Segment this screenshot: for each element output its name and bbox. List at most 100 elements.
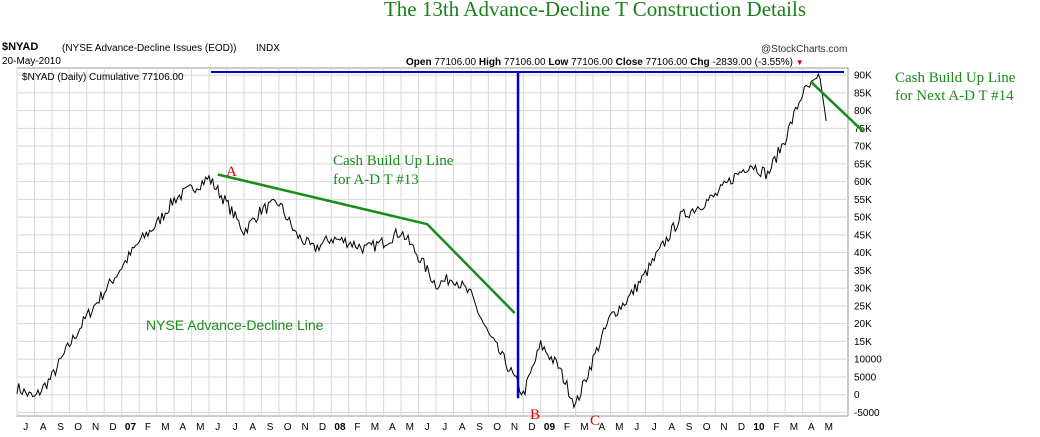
x-tick-label: D bbox=[528, 422, 535, 433]
open-label: Open bbox=[406, 57, 432, 68]
y-tick-label: 85K bbox=[854, 88, 872, 99]
cash-line-13-label-2: for A-D T #13 bbox=[333, 172, 419, 188]
y-tick-label: 35K bbox=[854, 266, 872, 277]
cash-buildup-trendline bbox=[217, 173, 516, 314]
chg-value: -2839.00 (-3.55%) bbox=[712, 57, 793, 68]
x-tick-label: M bbox=[790, 422, 798, 433]
x-tick-label: A bbox=[180, 422, 187, 433]
x-tick-label: N bbox=[92, 422, 99, 433]
credit: @StockCharts.com bbox=[761, 44, 848, 55]
x-tick-label: 10 bbox=[753, 422, 765, 433]
x-tick-label: M bbox=[196, 422, 204, 433]
x-tick-label: J bbox=[425, 422, 430, 433]
point-a-label: A bbox=[226, 164, 237, 180]
x-tick-label: 08 bbox=[334, 422, 346, 433]
x-tick-label: A bbox=[389, 422, 396, 433]
x-tick-label: S bbox=[57, 422, 64, 433]
x-tick-label: J bbox=[215, 422, 220, 433]
point-c-label: C bbox=[590, 413, 600, 429]
x-tick-label: A bbox=[40, 422, 47, 433]
y-tick-label: 90K bbox=[854, 71, 872, 82]
x-tick-label: J bbox=[23, 422, 28, 433]
x-tick-label: F bbox=[564, 422, 570, 433]
page-title: The 13th Advance-Decline T Construction … bbox=[383, 0, 807, 21]
x-tick-label: M bbox=[161, 422, 169, 433]
cash-buildup-trendline bbox=[810, 81, 865, 133]
x-tick-label: D bbox=[738, 422, 745, 433]
close-value: 77106.00 bbox=[645, 57, 688, 68]
x-tick-label: J bbox=[634, 422, 639, 433]
exchange: INDX bbox=[256, 43, 280, 54]
y-tick-label: 5000 bbox=[854, 372, 877, 383]
x-tick-label: M bbox=[615, 422, 623, 433]
nyad-line bbox=[16, 72, 827, 410]
y-tick-label: 10000 bbox=[854, 355, 882, 366]
x-tick-label: 07 bbox=[125, 422, 137, 433]
x-tick-label: A bbox=[249, 422, 256, 433]
x-tick-label: N bbox=[511, 422, 518, 433]
y-tick-label: 15K bbox=[854, 337, 872, 348]
x-tick-label: J bbox=[233, 422, 238, 433]
high-value: 77106.00 bbox=[503, 57, 546, 68]
x-tick-label: F bbox=[354, 422, 360, 433]
chg-label: Chg bbox=[690, 57, 710, 68]
annotations bbox=[211, 71, 865, 399]
legend-label: $NYAD (Daily) Cumulative 77106.00 bbox=[22, 72, 184, 83]
chart-date: 20-May-2010 bbox=[2, 56, 61, 67]
y-tick-label: 75K bbox=[854, 124, 872, 135]
x-tick-label: M bbox=[580, 422, 588, 433]
x-tick-label: M bbox=[825, 422, 833, 433]
x-tick-label: O bbox=[284, 422, 292, 433]
x-tick-label: J bbox=[442, 422, 447, 433]
y-tick-label: 70K bbox=[854, 142, 872, 153]
x-tick-label: F bbox=[773, 422, 779, 433]
x-tick-label: D bbox=[109, 422, 116, 433]
x-tick-label: M bbox=[406, 422, 414, 433]
low-label: Low bbox=[548, 57, 569, 68]
ohlc-readout: Open 77106.00 High 77106.00 Low 77106.00… bbox=[406, 57, 804, 68]
cash-line-14-label-1: Cash Build Up Line bbox=[895, 70, 1016, 86]
y-tick-label: 45K bbox=[854, 230, 872, 241]
y-tick-label: 0 bbox=[854, 390, 860, 401]
x-tick-label: O bbox=[74, 422, 82, 433]
y-axis-ticks: 90K 85K 80K 75K 70K 65K 60K 55K 50K 45K 40K 35K 30K 2… bbox=[854, 71, 882, 419]
x-tick-label: A bbox=[668, 422, 675, 433]
x-tick-label: F bbox=[145, 422, 151, 433]
open-value: 77106.00 bbox=[434, 57, 477, 68]
y-tick-label: 80K bbox=[854, 106, 872, 117]
y-tick-label: 65K bbox=[854, 159, 872, 170]
x-tick-label: N bbox=[301, 422, 308, 433]
cash-line-14-label-2: for Next A-D T #14 bbox=[895, 88, 1014, 104]
x-tick-label: J bbox=[652, 422, 657, 433]
y-tick-label: 25K bbox=[854, 301, 872, 312]
nyse-ad-line-label: NYSE Advance-Decline Line bbox=[146, 317, 324, 333]
x-tick-label: O bbox=[703, 422, 711, 433]
y-tick-label: 20K bbox=[854, 319, 872, 330]
x-tick-label: A bbox=[808, 422, 815, 433]
x-tick-label: A bbox=[459, 422, 466, 433]
point-b-label: B bbox=[530, 407, 540, 423]
high-label: High bbox=[478, 57, 502, 68]
x-tick-label: O bbox=[493, 422, 501, 433]
close-label: Close bbox=[615, 57, 643, 68]
symbol: $NYAD bbox=[2, 41, 39, 53]
x-tick-label: A bbox=[599, 422, 606, 433]
x-tick-label: S bbox=[686, 422, 693, 433]
x-tick-label: S bbox=[476, 422, 483, 433]
y-tick-label: 55K bbox=[854, 195, 872, 206]
low-value: 77106.00 bbox=[571, 57, 613, 68]
x-axis-ticks: J A S O N D 07 F M A M J J A S O N D 08 F M A M J J A S O N D 09 F M A M J J… bbox=[23, 422, 833, 433]
plot-frame bbox=[16, 67, 849, 417]
x-tick-label: N bbox=[720, 422, 727, 433]
y-tick-label: 50K bbox=[854, 213, 872, 224]
symbol-description: (NYSE Advance-Decline Issues (EOD)) bbox=[62, 43, 237, 54]
x-tick-label: D bbox=[319, 422, 326, 433]
down-triangle-icon: ▼ bbox=[795, 58, 804, 67]
y-tick-label: 40K bbox=[854, 248, 872, 259]
x-tick-label: M bbox=[371, 422, 379, 433]
cash-line-13-label-1: Cash Build Up Line bbox=[333, 153, 454, 169]
y-tick-label: 60K bbox=[854, 177, 872, 188]
grid bbox=[16, 68, 848, 416]
y-tick-label: 30K bbox=[854, 284, 872, 295]
